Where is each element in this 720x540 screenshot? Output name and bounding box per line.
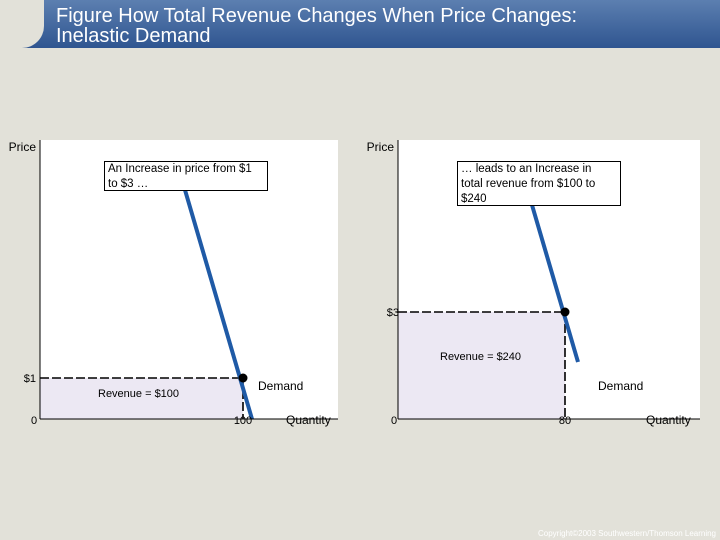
title-bar	[0, 0, 720, 48]
demand-curve-1	[530, 204, 580, 363]
demand-label-0: Demand	[258, 379, 303, 393]
price-tick-label-0: $1	[24, 373, 36, 385]
page-title: Figure How Total Revenue Changes When Pr…	[56, 5, 578, 47]
revenue-label-0: Revenue = $100	[98, 388, 179, 400]
y-axis-label-0: Price	[9, 140, 37, 154]
price-quantity-point-0	[238, 373, 248, 383]
revenue-area-1	[398, 312, 565, 419]
left-annotation: An Increase in price from $1 to $3 …	[104, 161, 268, 191]
quantity-tick-label-1: 80	[559, 415, 571, 427]
revenue-area-0	[40, 378, 243, 419]
y-axis-label-1: Price	[367, 140, 395, 154]
title-notch	[0, 0, 44, 48]
price-quantity-point-1	[560, 307, 570, 317]
origin-label-0: 0	[31, 415, 37, 427]
revenue-label-1: Revenue = $240	[440, 351, 521, 363]
x-axis-label-0: Quantity	[286, 413, 331, 427]
demand-label-1: Demand	[598, 379, 643, 393]
price-tick-label-1: $3	[387, 307, 399, 319]
quantity-tick-label-0: 100	[234, 415, 252, 427]
x-axis-label-1: Quantity	[646, 413, 691, 427]
origin-label-1: 0	[391, 415, 397, 427]
right-annotation: … leads to an Increase in total revenue …	[457, 161, 621, 206]
copyright-text: Copyright©2003 Southwestern/Thomson Lear…	[538, 529, 716, 538]
